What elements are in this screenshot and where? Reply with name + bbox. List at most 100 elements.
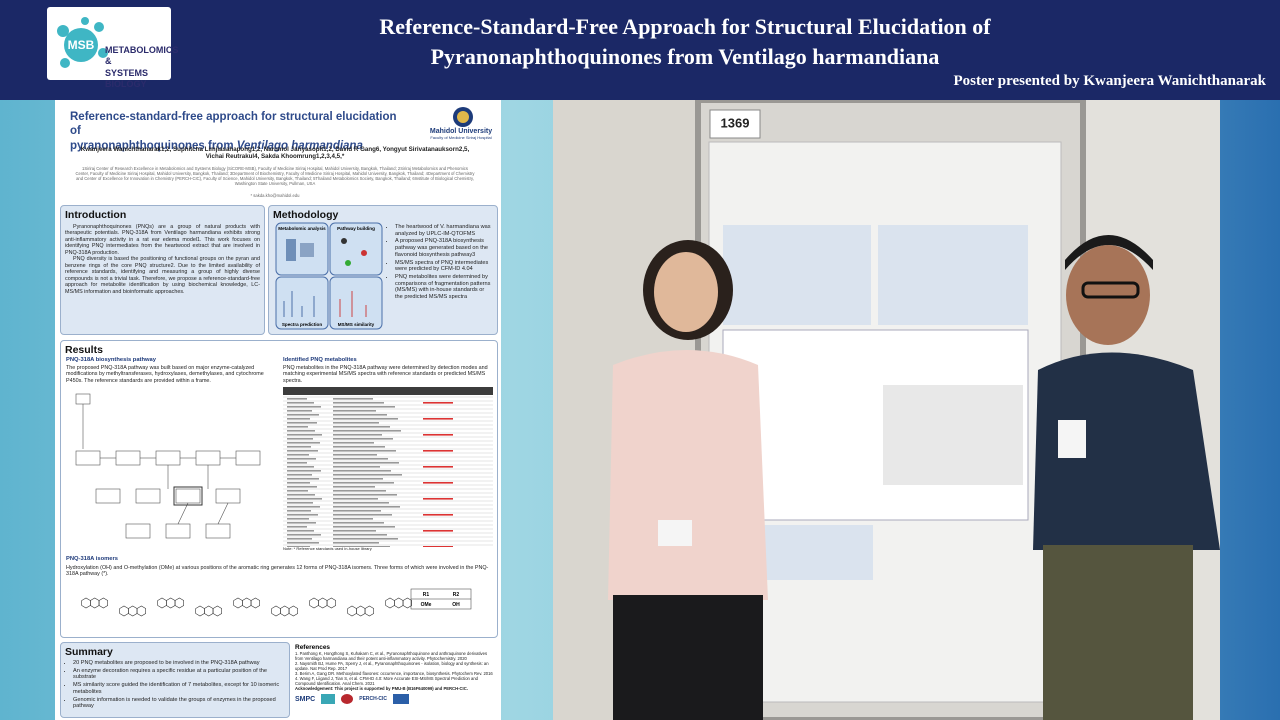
- table-cell: [423, 450, 453, 452]
- bullet: A proposed PNQ-318A biosynthesis pathway…: [395, 238, 493, 258]
- presenter: Poster presented by Kwanjeera Wanichthan…: [953, 73, 1266, 89]
- email: * sakda.kho@mahidol.edu: [250, 193, 300, 198]
- diagram-label: Spectra prediction: [282, 322, 323, 327]
- ring: [394, 597, 404, 609]
- table-cell: [333, 430, 401, 432]
- ring: [356, 605, 366, 617]
- ring: [271, 605, 281, 617]
- isomer-structures: R1 R2 OMe OH: [81, 588, 472, 617]
- ring: [119, 605, 129, 617]
- table-cell: [287, 534, 321, 536]
- table-cell: [333, 546, 390, 547]
- table-cell: [333, 542, 379, 544]
- title-species: Ventilago harmandiana: [236, 139, 363, 152]
- ring: [347, 605, 357, 617]
- references: References 1. Panthong K, Hongthong S, K…: [293, 642, 498, 718]
- table-cell: [287, 466, 314, 468]
- ring: [318, 597, 328, 609]
- table-cell: [333, 514, 392, 516]
- slide-title: Reference-Standard-Free Approach for Str…: [379, 14, 991, 39]
- bullet: Genomic information is needed to validat…: [73, 697, 285, 710]
- table-cell: [333, 490, 386, 492]
- table-cell: [287, 422, 317, 424]
- slide-title: Pyranonaphthoquinones from Ventilago har…: [430, 44, 940, 69]
- table-cell: [287, 482, 310, 484]
- ring: [250, 597, 260, 609]
- table-cell: [333, 458, 388, 460]
- bullet: The heartwood of V. harmandiana was anal…: [395, 224, 493, 237]
- table-cell: [287, 522, 316, 524]
- bullet: 20 PNQ metabolites are proposed to be in…: [73, 660, 285, 667]
- table-cell: [423, 402, 453, 404]
- ring: [233, 597, 243, 609]
- table-cell: [333, 418, 398, 420]
- table-cell: [287, 434, 322, 436]
- table-cell: [287, 410, 312, 412]
- section-heading: Methodology: [273, 209, 339, 221]
- bullet: MS/MS spectra of PNQ intermediates were …: [395, 260, 493, 273]
- university: Mahidol University: [429, 128, 493, 135]
- table-cell: [333, 538, 398, 540]
- summary-box: Summary 20 PNQ metabolites are proposed …: [60, 642, 290, 718]
- diagram-label: MS/MS similarity: [338, 322, 375, 327]
- table-cell: [287, 494, 315, 496]
- table-cell: [333, 478, 383, 480]
- table-cell: [423, 434, 453, 436]
- sponsor: SMPC: [295, 695, 316, 703]
- table-cell: [423, 514, 453, 516]
- table-cell: [333, 494, 397, 496]
- table-cell: [287, 502, 313, 504]
- ring: [385, 597, 395, 609]
- table-cell: [333, 526, 395, 528]
- table-cell: [287, 542, 319, 544]
- logo-icon: MSB: [57, 17, 108, 68]
- table-cell: [287, 426, 308, 428]
- faculty: Faculty of Medicine Siriraj Hospital: [430, 135, 492, 140]
- methods-box: Methodology Metabolomic analysis Pathway…: [268, 205, 498, 335]
- table-cell: [333, 446, 385, 448]
- table-cell: [287, 462, 307, 464]
- poster-title: Reference-standard-free approach for str…: [70, 110, 410, 153]
- logo: [341, 694, 354, 705]
- table-cell: [287, 514, 318, 516]
- ring: [136, 605, 146, 617]
- reference: 3. Berim A, Gang DR. Methoxylated flavon…: [295, 671, 493, 677]
- section-heading: Introduction: [65, 209, 127, 221]
- ring: [204, 605, 214, 617]
- ring: [288, 605, 298, 617]
- board-number: 1369: [721, 115, 750, 130]
- references-heading: References: [295, 644, 331, 651]
- table-cell: [423, 546, 453, 547]
- ring: [98, 597, 109, 609]
- logo-text: METABOLOMICS &: [105, 45, 179, 67]
- table-cell: [333, 498, 378, 500]
- table-cell: [333, 426, 390, 428]
- table-cell: [287, 470, 321, 472]
- table-cell: [333, 470, 391, 472]
- ring: [166, 597, 176, 609]
- substituent: R1: [423, 592, 430, 598]
- bullet: An enzyme decoration requires a specific…: [73, 668, 285, 681]
- table-cell: [287, 530, 314, 532]
- table-cell: [333, 506, 400, 508]
- table-cell: [287, 506, 320, 508]
- ring: [128, 605, 138, 617]
- table-cell: [287, 518, 309, 520]
- bullet: MS similarity score guided the identific…: [73, 682, 285, 695]
- table-cell: [423, 466, 453, 468]
- table-cell: [287, 546, 310, 547]
- subheading: Identified PNQ metabolites: [283, 357, 357, 363]
- table-cell: [287, 454, 309, 456]
- intro-box: Introduction Pyranonaphthoquinones (PNQs…: [60, 205, 265, 335]
- substituent: OMe: [421, 602, 432, 608]
- sponsor-logos: SMPC PERCH-CIC: [295, 694, 496, 705]
- table-cell: [287, 486, 317, 488]
- logo-abbr: MSB: [68, 38, 95, 52]
- university-seal: [453, 107, 473, 127]
- table-cell: [333, 438, 393, 440]
- reference: 2. Naysmith BJ, Hume PA, Sperry J, et al…: [295, 661, 489, 672]
- paragraph: Hydroxylation (OH) and O-methylation (OM…: [66, 565, 489, 578]
- table-cell: [333, 414, 387, 416]
- pathway-diagram: [75, 393, 261, 539]
- table-cell: [333, 510, 381, 512]
